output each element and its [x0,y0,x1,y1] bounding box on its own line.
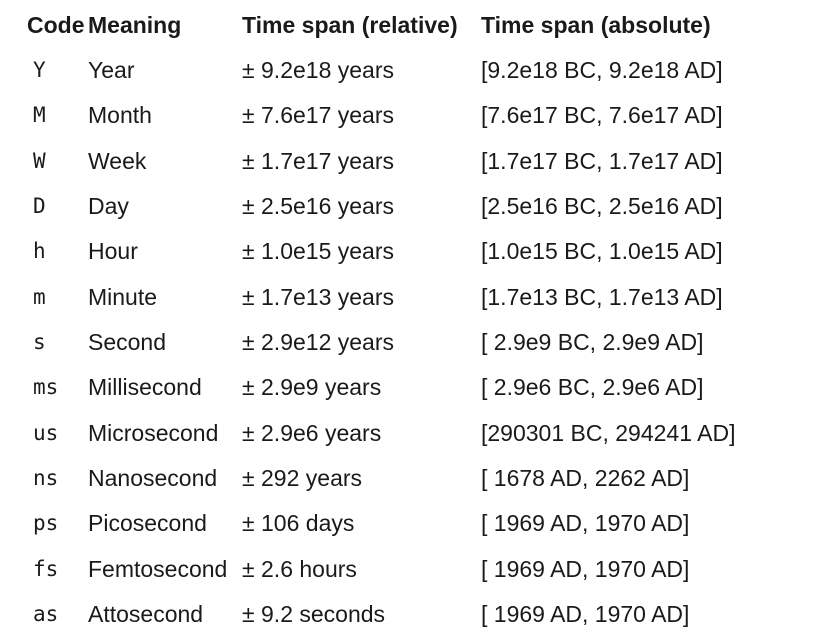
row-meaning: Femtosecond [88,556,228,582]
row-time-span-relative: ± 7.6e17 years [242,102,394,128]
row-meaning: Millisecond [88,374,202,400]
row-time-span-relative: ± 2.9e6 years [242,420,382,446]
header-time-span-relative: Time span (relative) [242,12,458,38]
row-meaning: Attosecond [88,601,204,627]
row-meaning: Month [88,102,152,128]
row-code: W [33,149,46,173]
row-time-span-absolute: [290301 BC, 294241 AD] [481,420,736,446]
row-time-span-relative: ± 2.6 hours [242,556,357,582]
row-meaning: Week [88,148,147,174]
row-time-span-absolute: [ 1969 AD, 1970 AD] [481,510,690,536]
table-row: W Week ± 1.7e17 years [1.7e17 BC, 1.7e17… [0,139,836,184]
header-time-span-absolute: Time span (absolute) [481,12,711,38]
row-meaning: Second [88,329,167,355]
row-time-span-absolute: [ 2.9e6 BC, 2.9e6 AD] [481,374,704,400]
table-row: us Microsecond ± 2.9e6 years [290301 BC,… [0,411,836,456]
row-time-span-relative: ± 9.2 seconds [242,601,386,627]
row-code: m [33,285,46,309]
row-time-span-absolute: [ 1678 AD, 2262 AD] [481,465,690,491]
row-time-span-absolute: [9.2e18 BC, 9.2e18 AD] [481,57,723,83]
table-row: Y Year ± 9.2e18 years [9.2e18 BC, 9.2e18… [0,48,836,93]
table-row: s Second ± 2.9e12 years [ 2.9e9 BC, 2.9e… [0,320,836,365]
row-code: us [33,421,59,445]
table-row: h Hour ± 1.0e15 years [1.0e15 BC, 1.0e15… [0,229,836,274]
table-row: ns Nanosecond ± 292 years [ 1678 AD, 226… [0,456,836,501]
row-code: ns [33,466,59,490]
table-row: as Attosecond ± 9.2 seconds [ 1969 AD, 1… [0,592,836,637]
row-meaning: Hour [88,238,138,264]
table-row: m Minute ± 1.7e13 years [1.7e13 BC, 1.7e… [0,275,836,320]
row-time-span-absolute: [1.0e15 BC, 1.0e15 AD] [481,238,723,264]
row-meaning: Nanosecond [88,465,218,491]
row-meaning: Day [88,193,129,219]
row-meaning: Microsecond [88,420,219,446]
table-header-row: Code Meaning Time span (relative) Time s… [0,3,836,48]
row-code: h [33,239,46,263]
row-time-span-absolute: [7.6e17 BC, 7.6e17 AD] [481,102,723,128]
row-code: M [33,103,46,127]
row-code: Y [33,58,46,82]
row-time-span-relative: ± 2.9e9 years [242,374,382,400]
table-row: ps Picosecond ± 106 days [ 1969 AD, 1970… [0,501,836,546]
row-code: D [33,194,46,218]
row-time-span-absolute: [1.7e13 BC, 1.7e13 AD] [481,284,723,310]
row-time-span-relative: ± 2.9e12 years [242,329,394,355]
row-time-span-absolute: [ 1969 AD, 1970 AD] [481,601,690,627]
row-time-span-relative: ± 106 days [242,510,355,536]
row-time-span-relative: ± 2.5e16 years [242,193,394,219]
row-time-span-absolute: [ 1969 AD, 1970 AD] [481,556,690,582]
table-row: D Day ± 2.5e16 years [2.5e16 BC, 2.5e16 … [0,184,836,229]
row-code: ms [33,375,59,399]
row-code: s [33,330,46,354]
row-time-span-relative: ± 1.7e17 years [242,148,394,174]
table-row: ms Millisecond ± 2.9e9 years [ 2.9e6 BC,… [0,365,836,410]
row-meaning: Minute [88,284,158,310]
row-time-span-relative: ± 9.2e18 years [242,57,394,83]
row-time-span-absolute: [2.5e16 BC, 2.5e16 AD] [481,193,723,219]
row-meaning: Year [88,57,135,83]
row-code: ps [33,511,59,535]
row-time-span-absolute: [ 2.9e9 BC, 2.9e9 AD] [481,329,704,355]
row-time-span-relative: ± 1.0e15 years [242,238,394,264]
table-row: fs Femtosecond ± 2.6 hours [ 1969 AD, 19… [0,547,836,592]
row-meaning: Picosecond [88,510,207,536]
header-code: Code [27,12,85,38]
row-time-span-relative: ± 292 years [242,465,363,491]
row-code: fs [33,557,59,581]
row-time-span-relative: ± 1.7e13 years [242,284,394,310]
table-row: M Month ± 7.6e17 years [7.6e17 BC, 7.6e1… [0,93,836,138]
row-time-span-absolute: [1.7e17 BC, 1.7e17 AD] [481,148,723,174]
header-meaning: Meaning [88,12,182,38]
row-code: as [33,602,59,626]
